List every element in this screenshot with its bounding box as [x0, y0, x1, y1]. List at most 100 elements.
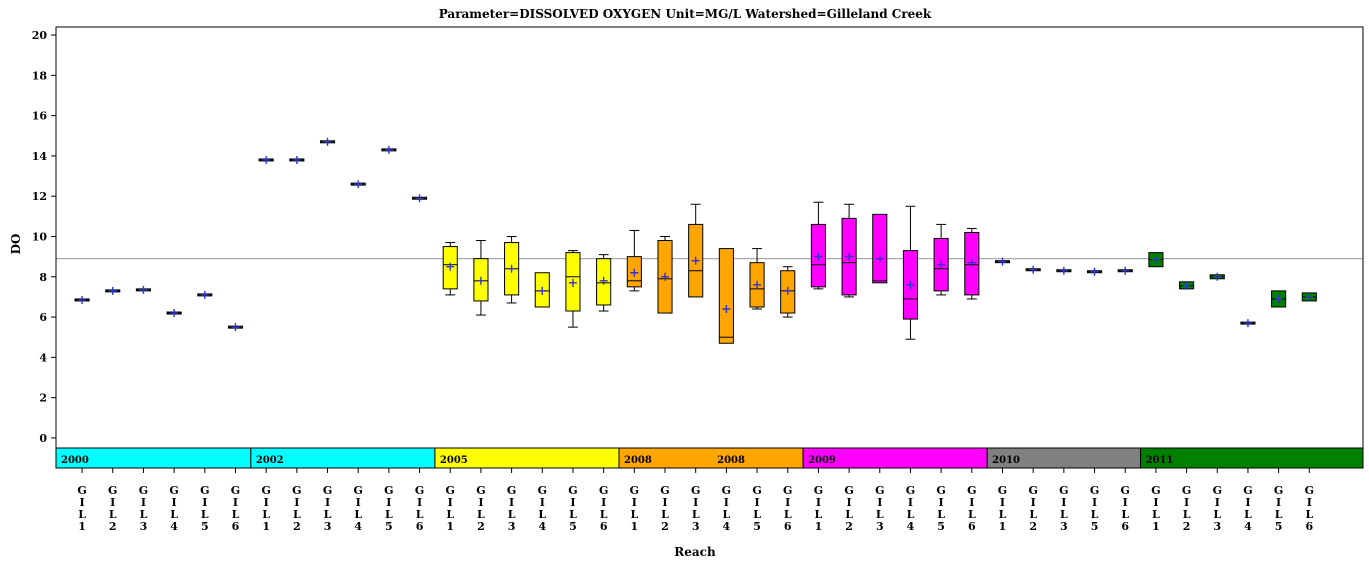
- mean-marker: [384, 145, 393, 154]
- y-tick-label: 0: [39, 432, 47, 445]
- y-tick-label: 8: [39, 271, 47, 284]
- box-plot-2000-gil3: [135, 285, 151, 294]
- mean-marker: [1151, 255, 1160, 264]
- box-plot-2002-gil3: [319, 137, 336, 146]
- mean-marker: [1274, 294, 1283, 303]
- mean-marker: [476, 276, 485, 285]
- year-band-2010: 2010: [986, 447, 1142, 469]
- y-tick-label: 2: [39, 392, 47, 405]
- box-plot-2002-gil1: [258, 155, 274, 164]
- year-band-label: 2000: [61, 455, 89, 466]
- box-plot-2009-gil4: [902, 205, 919, 340]
- x-axis-label: Reach: [674, 545, 716, 559]
- box-plot-2008-gil5: [749, 248, 765, 310]
- mean-marker: [200, 290, 209, 299]
- box-plot-2000-gil1: [74, 295, 90, 304]
- box-plot-2008-gil1: [626, 229, 642, 292]
- box-plot-2005-gil4: [534, 272, 550, 308]
- year-band-label: 2002: [256, 455, 284, 466]
- box: [718, 248, 734, 344]
- box-plot-2011-gil1: [1148, 252, 1164, 268]
- mean-marker: [170, 309, 179, 318]
- box-plot-2010-gil3: [1056, 266, 1072, 275]
- box-plot-2010-gil2: [1025, 265, 1041, 274]
- year-band-label: 2005: [440, 455, 468, 466]
- year-band-2011: 2011: [1140, 447, 1364, 469]
- y-tick-label: 12: [32, 190, 47, 203]
- box-plot-2010-gil1: [994, 257, 1011, 266]
- mean-marker: [906, 280, 915, 289]
- box-plot-2002-gil5: [381, 145, 397, 154]
- box-plot-2009-gil6: [964, 227, 980, 300]
- box-plot-2002-gil6: [412, 194, 428, 203]
- mean-marker: [415, 194, 424, 203]
- y-tick-label: 18: [32, 69, 48, 82]
- mean-marker: [845, 252, 854, 261]
- year-bands: 2000 2002 2005 2008 2008 2009 2010 2011: [55, 447, 1364, 469]
- mean-marker: [998, 257, 1007, 266]
- y-axis: 0 2 4 6 8 10 12 14 16 18 20: [32, 29, 56, 445]
- box-plot-2011-gil4: [1240, 319, 1256, 328]
- year-band-2002: 2002: [250, 447, 436, 469]
- mean-marker: [1243, 319, 1252, 328]
- box-plot-2002-gil2: [289, 155, 305, 164]
- box-plots: [74, 137, 1317, 344]
- mean-marker: [568, 278, 577, 287]
- box-plot-2009-gil1: [810, 201, 826, 290]
- year-band-label: 2008: [624, 455, 652, 466]
- box-plot-2011-gil2: [1179, 281, 1195, 290]
- year-band-fill: [1140, 447, 1364, 469]
- y-tick-label: 10: [32, 230, 48, 243]
- box: [872, 213, 888, 284]
- box-plot-2009-gil3: [872, 213, 888, 284]
- mean-marker: [1213, 272, 1222, 281]
- box-plot-2011-gil5: [1271, 290, 1287, 308]
- mean-marker: [139, 285, 148, 294]
- mean-marker: [78, 295, 87, 304]
- box-plot-2008-gil6: [780, 266, 796, 318]
- plot-frame: [55, 26, 1364, 469]
- mean-marker: [630, 268, 639, 277]
- box-plot-2009-gil5: [933, 223, 949, 296]
- y-axis-label: DO: [9, 234, 23, 255]
- y-tick-label: 20: [32, 29, 48, 42]
- mean-marker: [661, 272, 670, 281]
- year-band-label: 2011: [1146, 455, 1174, 466]
- box-plot-2010-gil6: [1117, 266, 1133, 275]
- mean-marker: [1090, 267, 1099, 276]
- mean-marker: [323, 137, 332, 146]
- box-plot-2000-gil4: [166, 309, 182, 318]
- mean-marker: [599, 276, 608, 285]
- y-tick-label: 16: [32, 110, 48, 123]
- mean-marker: [1059, 266, 1068, 275]
- mean-marker: [108, 286, 117, 295]
- year-band-2008: 2008 2008: [618, 447, 804, 469]
